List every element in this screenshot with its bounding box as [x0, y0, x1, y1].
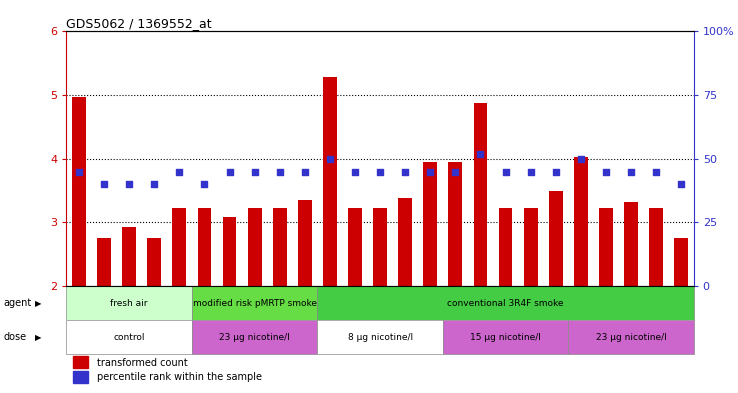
Text: modified risk pMRTP smoke: modified risk pMRTP smoke — [193, 299, 317, 308]
Bar — [373, 208, 387, 286]
Bar — [72, 356, 89, 368]
Bar — [198, 208, 211, 286]
Bar — [499, 208, 512, 286]
Text: GDS5062 / 1369552_at: GDS5062 / 1369552_at — [66, 17, 212, 30]
Bar — [348, 208, 362, 286]
Text: percentile rank within the sample: percentile rank within the sample — [97, 372, 261, 382]
Text: agent: agent — [4, 298, 32, 308]
Point — [349, 168, 361, 174]
Bar — [449, 162, 462, 286]
Text: fresh air: fresh air — [111, 299, 148, 308]
Point — [650, 168, 662, 174]
Text: conventional 3R4F smoke: conventional 3R4F smoke — [447, 299, 564, 308]
Text: ▶: ▶ — [35, 299, 41, 308]
Bar — [574, 158, 587, 286]
Point — [449, 168, 461, 174]
Bar — [273, 208, 286, 286]
Bar — [549, 191, 562, 286]
Bar — [323, 77, 337, 286]
Bar — [173, 208, 186, 286]
Bar — [192, 320, 317, 354]
Text: control: control — [114, 332, 145, 342]
Bar — [123, 227, 136, 286]
Bar — [192, 286, 317, 320]
Text: 23 μg nicotine/l: 23 μg nicotine/l — [596, 332, 666, 342]
Point — [123, 181, 135, 187]
Point — [224, 168, 235, 174]
Point — [399, 168, 411, 174]
Text: 15 μg nicotine/l: 15 μg nicotine/l — [470, 332, 541, 342]
Text: ▶: ▶ — [35, 332, 41, 342]
Bar — [524, 208, 537, 286]
Point — [424, 168, 436, 174]
Bar — [298, 200, 311, 286]
Bar — [317, 320, 443, 354]
Point — [625, 168, 637, 174]
Bar — [443, 320, 568, 354]
Bar — [248, 208, 261, 286]
Bar — [675, 238, 688, 286]
Point — [475, 151, 486, 157]
Bar — [72, 371, 89, 383]
Bar — [568, 320, 694, 354]
Bar — [399, 198, 412, 286]
Point — [249, 168, 261, 174]
Bar — [474, 103, 487, 286]
Bar — [66, 286, 192, 320]
Bar — [317, 286, 694, 320]
Point — [98, 181, 110, 187]
Bar — [624, 202, 638, 286]
Bar — [72, 97, 86, 286]
Text: 23 μg nicotine/l: 23 μg nicotine/l — [219, 332, 290, 342]
Point — [374, 168, 386, 174]
Point — [525, 168, 537, 174]
Point — [299, 168, 311, 174]
Point — [173, 168, 185, 174]
Bar — [599, 208, 613, 286]
Point — [500, 168, 511, 174]
Point — [73, 168, 85, 174]
Text: 8 μg nicotine/l: 8 μg nicotine/l — [348, 332, 413, 342]
Point — [550, 168, 562, 174]
Point — [148, 181, 160, 187]
Point — [600, 168, 612, 174]
Point — [575, 156, 587, 162]
Point — [324, 156, 336, 162]
Point — [274, 168, 286, 174]
Bar — [424, 162, 437, 286]
Text: transformed count: transformed count — [97, 358, 187, 368]
Bar — [649, 208, 663, 286]
Text: dose: dose — [4, 332, 27, 342]
Bar — [148, 238, 161, 286]
Bar — [66, 320, 192, 354]
Point — [199, 181, 210, 187]
Point — [675, 181, 687, 187]
Bar — [97, 238, 111, 286]
Bar — [223, 217, 236, 286]
